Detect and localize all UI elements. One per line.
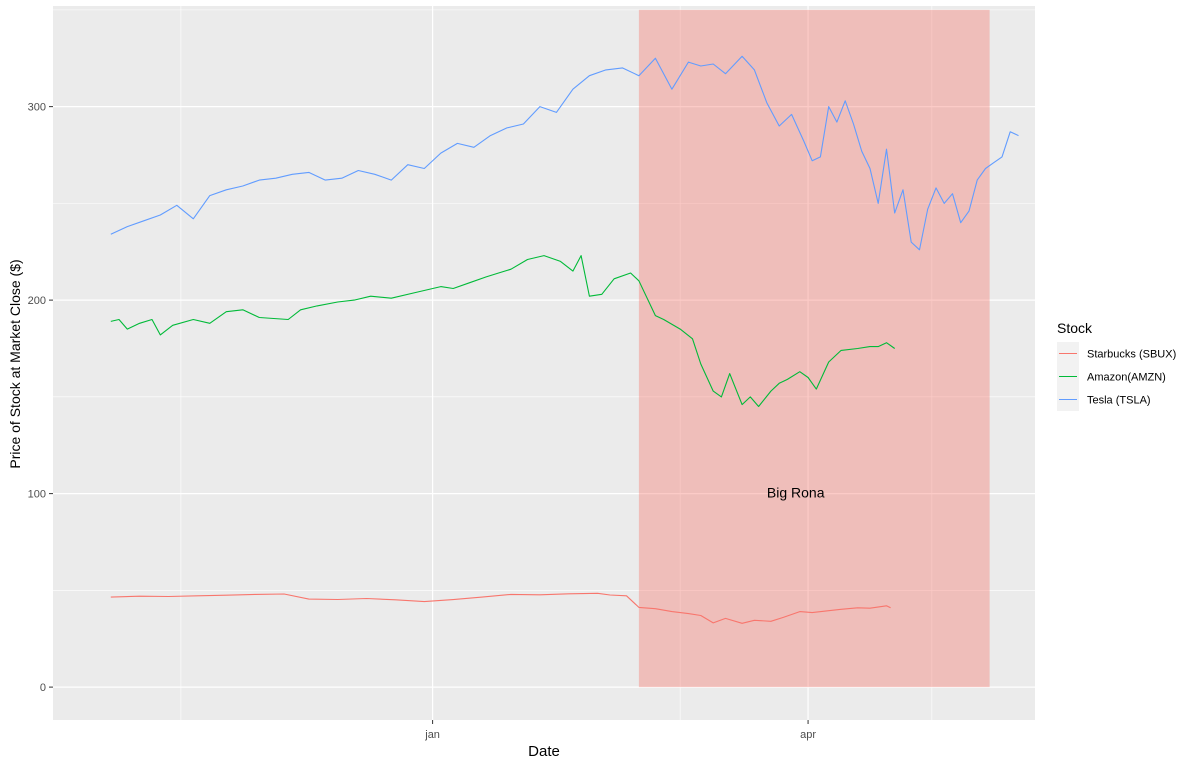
y-tick-label: 100	[28, 489, 46, 501]
y-tick-label: 0	[40, 682, 46, 694]
legend-label-amazon-amzn: Amazon(AMZN)	[1087, 372, 1166, 384]
annotation-label: Big Rona	[767, 484, 825, 500]
legend-label-starbucks-sbux: Starbucks (SBUX)	[1087, 349, 1176, 361]
series-line-starbucks-sbux	[110, 592, 891, 624]
y-tick-label: 300	[28, 102, 46, 114]
shaded-region	[638, 9, 990, 688]
legend: Stock Starbucks (SBUX) Amazon(AMZN) Tesla …	[1057, 320, 1176, 411]
y-axis-label: Price of Stock at Market Close ($)	[7, 259, 23, 468]
series-layer	[110, 55, 1019, 624]
series-line-tesla-tsla	[110, 55, 1019, 251]
legend-title: Stock	[1057, 320, 1093, 336]
x-axis: jan apr	[424, 720, 816, 741]
x-tick-label: apr	[800, 729, 816, 741]
minor-gridlines	[53, 6, 1035, 720]
plot-panel	[53, 6, 1035, 720]
y-axis: 0 100 200 300	[28, 102, 53, 694]
legend-items: Starbucks (SBUX) Amazon(AMZN) Tesla (TSLA)	[1057, 342, 1176, 411]
legend-label-tesla-tsla: Tesla (TSLA)	[1087, 395, 1151, 407]
x-axis-label: Date	[528, 743, 560, 760]
y-tick-label: 200	[28, 295, 46, 307]
x-tick-label: jan	[424, 729, 440, 741]
series-line-amazon-amzn	[110, 255, 896, 408]
